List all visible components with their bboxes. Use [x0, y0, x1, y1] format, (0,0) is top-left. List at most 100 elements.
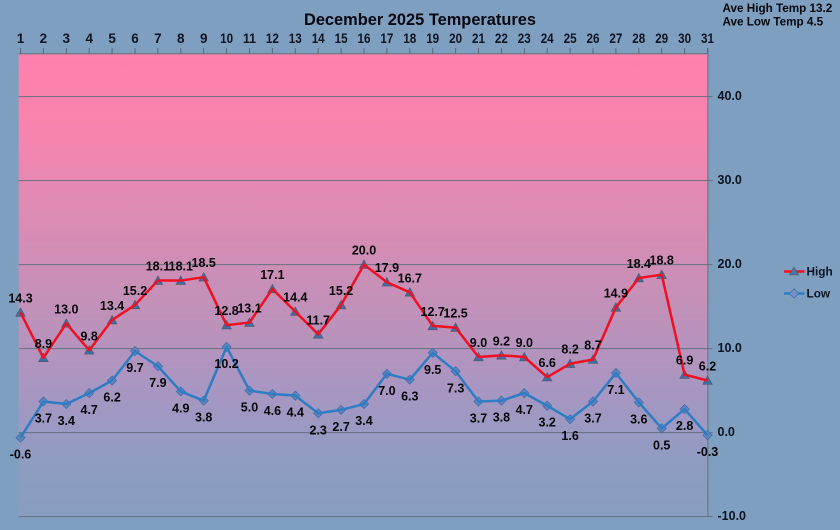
- svg-text:2.3: 2.3: [310, 423, 327, 437]
- svg-text:6.9: 6.9: [676, 354, 693, 368]
- svg-text:11.7: 11.7: [306, 313, 330, 327]
- svg-text:20.0: 20.0: [718, 257, 742, 271]
- svg-text:17.1: 17.1: [260, 268, 284, 282]
- svg-text:9.0: 9.0: [516, 336, 533, 350]
- svg-text:17.9: 17.9: [375, 261, 399, 275]
- svg-text:22: 22: [495, 31, 508, 46]
- svg-text:Ave Low Temp 4.5: Ave Low Temp 4.5: [723, 16, 824, 29]
- svg-text:13: 13: [289, 31, 302, 46]
- svg-text:7.1: 7.1: [607, 383, 624, 397]
- svg-text:6: 6: [131, 31, 139, 46]
- svg-text:-0.6: -0.6: [10, 448, 32, 462]
- svg-text:15: 15: [335, 31, 348, 46]
- svg-text:15.2: 15.2: [329, 284, 353, 298]
- svg-text:40.0: 40.0: [718, 89, 742, 103]
- svg-text:4.4: 4.4: [287, 406, 304, 420]
- svg-text:18.1: 18.1: [146, 260, 170, 274]
- svg-text:5: 5: [108, 31, 116, 46]
- svg-text:10.2: 10.2: [214, 357, 238, 371]
- svg-text:2.8: 2.8: [676, 419, 693, 433]
- svg-text:3.8: 3.8: [195, 411, 212, 425]
- svg-text:23: 23: [518, 31, 531, 46]
- svg-text:0.0: 0.0: [718, 425, 735, 439]
- svg-text:4: 4: [85, 31, 93, 46]
- svg-text:3.7: 3.7: [584, 412, 601, 426]
- svg-text:20: 20: [449, 31, 462, 46]
- svg-text:9.7: 9.7: [126, 361, 143, 375]
- svg-text:14.3: 14.3: [8, 291, 32, 305]
- svg-text:30.0: 30.0: [718, 173, 742, 187]
- svg-text:6.2: 6.2: [699, 360, 716, 374]
- svg-text:31: 31: [701, 31, 714, 46]
- svg-text:18.8: 18.8: [650, 254, 674, 268]
- svg-text:12.5: 12.5: [443, 307, 467, 321]
- svg-text:13.0: 13.0: [54, 302, 78, 316]
- svg-text:High: High: [807, 265, 833, 279]
- svg-text:26: 26: [587, 31, 600, 46]
- svg-text:13.1: 13.1: [237, 302, 261, 316]
- svg-text:12.7: 12.7: [421, 305, 445, 319]
- svg-text:18: 18: [403, 31, 416, 46]
- svg-text:9.5: 9.5: [424, 363, 441, 377]
- svg-text:5.0: 5.0: [241, 401, 258, 415]
- svg-text:1.6: 1.6: [561, 429, 578, 443]
- svg-text:7.9: 7.9: [149, 376, 166, 390]
- svg-text:30: 30: [678, 31, 691, 46]
- svg-text:6.6: 6.6: [539, 356, 556, 370]
- svg-text:18.5: 18.5: [192, 256, 216, 270]
- svg-text:14.4: 14.4: [283, 291, 307, 305]
- svg-text:14.9: 14.9: [604, 286, 628, 300]
- svg-text:11: 11: [243, 31, 256, 46]
- svg-text:25: 25: [564, 31, 577, 46]
- svg-text:18.4: 18.4: [627, 257, 651, 271]
- svg-text:20.0: 20.0: [352, 244, 376, 258]
- svg-text:3.6: 3.6: [630, 412, 647, 426]
- svg-text:7.3: 7.3: [447, 381, 464, 395]
- svg-text:8.7: 8.7: [584, 339, 601, 353]
- svg-text:7.0: 7.0: [378, 384, 395, 398]
- svg-text:4.9: 4.9: [172, 401, 189, 415]
- svg-text:24: 24: [541, 31, 554, 46]
- svg-text:16.7: 16.7: [398, 271, 422, 285]
- svg-text:4.6: 4.6: [264, 404, 281, 418]
- svg-text:6.3: 6.3: [401, 390, 418, 404]
- svg-text:13.4: 13.4: [100, 299, 124, 313]
- svg-text:10: 10: [220, 31, 233, 46]
- svg-text:8: 8: [177, 31, 185, 46]
- svg-text:8.9: 8.9: [35, 337, 52, 351]
- svg-text:December 2025 Temperatures: December 2025 Temperatures: [304, 11, 536, 29]
- svg-text:3.4: 3.4: [355, 414, 372, 428]
- svg-text:Low: Low: [807, 287, 831, 301]
- svg-text:27: 27: [609, 31, 622, 46]
- svg-text:1: 1: [17, 31, 25, 46]
- svg-text:4.7: 4.7: [516, 403, 533, 417]
- svg-text:18.1: 18.1: [169, 260, 193, 274]
- svg-text:4.7: 4.7: [81, 403, 98, 417]
- svg-text:12.8: 12.8: [214, 304, 238, 318]
- svg-text:2: 2: [40, 31, 48, 46]
- svg-text:14: 14: [312, 31, 325, 46]
- svg-text:9.0: 9.0: [470, 336, 487, 350]
- svg-text:16: 16: [358, 31, 371, 46]
- svg-text:10.0: 10.0: [718, 341, 742, 355]
- svg-text:15.2: 15.2: [123, 284, 147, 298]
- svg-text:3.7: 3.7: [470, 412, 487, 426]
- svg-text:8.2: 8.2: [561, 343, 578, 357]
- svg-text:17: 17: [380, 31, 393, 46]
- svg-text:19: 19: [426, 31, 439, 46]
- svg-text:21: 21: [472, 31, 485, 46]
- svg-text:3.8: 3.8: [493, 411, 510, 425]
- svg-text:7: 7: [154, 31, 162, 46]
- svg-text:3.4: 3.4: [58, 414, 75, 428]
- svg-text:0.5: 0.5: [653, 438, 670, 452]
- svg-text:9.2: 9.2: [493, 334, 510, 348]
- svg-text:2.7: 2.7: [332, 420, 349, 434]
- svg-text:Ave High Temp 13.2: Ave High Temp 13.2: [723, 2, 833, 15]
- svg-text:9: 9: [200, 31, 208, 46]
- svg-text:12: 12: [266, 31, 279, 46]
- svg-text:-0.3: -0.3: [697, 445, 719, 459]
- svg-text:3.2: 3.2: [539, 416, 556, 430]
- svg-text:9.8: 9.8: [81, 329, 98, 343]
- svg-text:28: 28: [632, 31, 645, 46]
- svg-text:6.2: 6.2: [103, 391, 120, 405]
